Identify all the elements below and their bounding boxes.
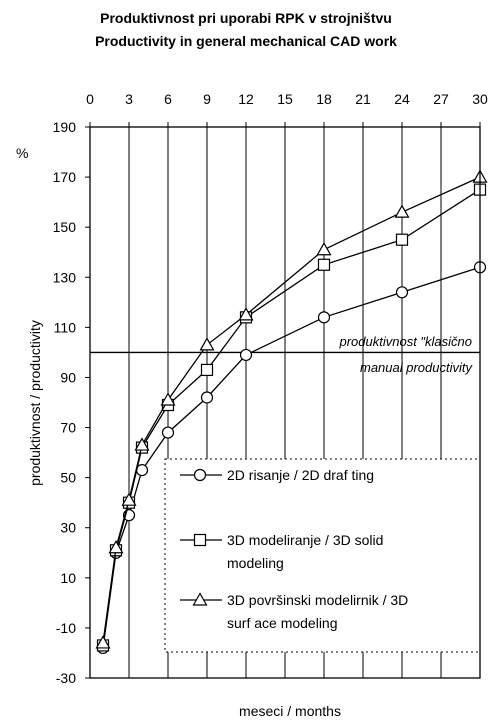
x-tick-label-3: 3 (125, 91, 133, 107)
series-2-point-24 (395, 233, 409, 246)
series-3-point-12 (238, 307, 254, 321)
series-3-point-18 (316, 242, 332, 256)
y-tick-label-70: 70 (60, 420, 76, 436)
x-tick-label-30: 30 (472, 91, 488, 107)
series-2-point-9 (200, 363, 214, 377)
y-tick-label--10: -10 (56, 620, 76, 636)
reference-label-line1: produktivnost "klasično (338, 334, 472, 349)
legend: 2D risanje / 2D draf ting 3D modeliranje … (164, 458, 481, 653)
series-3-point-3 (121, 492, 137, 506)
series-3-point-9 (199, 337, 215, 351)
legend-marker-3 (192, 592, 208, 606)
legend-marker-2 (193, 533, 207, 547)
series-3-point-24 (394, 204, 410, 218)
y-tick-label-10: 10 (60, 570, 76, 586)
y-tick-label-110: 110 (54, 319, 77, 335)
legend-label-2-line1: 3D modeliranje / 3D solid (227, 532, 383, 548)
x-tick-label-18: 18 (316, 91, 332, 107)
y-tick-label-90: 90 (60, 369, 76, 385)
series-1-point-9 (200, 391, 214, 404)
legend-label-3-line2: surf ace modeling (227, 615, 338, 631)
x-tick-label-24: 24 (394, 91, 410, 107)
series-1-point-24 (395, 286, 409, 299)
x-tick-label-0: 0 (86, 91, 94, 107)
series-2-line (102, 189, 481, 646)
series-1-point-6 (161, 426, 175, 439)
legend-label-2-line2: modeling (227, 555, 284, 571)
series-3-point-1 (95, 635, 111, 649)
series-3-point-4 (134, 437, 150, 451)
x-tick-label-9: 9 (203, 91, 211, 107)
x-tick-labels: 0 3 6 9 12 15 18 21 24 27 30 (86, 91, 488, 107)
y-tick-label-190: 190 (53, 119, 77, 135)
chart-subtitle: Productivity in general mechanical CAD w… (95, 33, 397, 49)
series-1-point-18 (317, 311, 331, 324)
series-3-line (102, 176, 481, 643)
series-1-point-12 (239, 348, 253, 362)
legend-label-1-line1: 2D risanje / 2D draf ting (227, 467, 374, 483)
plot-area-border (89, 126, 481, 679)
y-axis-label: produktivnost / productivity (27, 320, 43, 486)
y-tick-label-130: 130 (53, 269, 77, 285)
y-tick-label-30: 30 (60, 520, 76, 536)
y-tick-label-150: 150 (53, 219, 77, 235)
legend-marker-1 (193, 468, 207, 482)
legend-box (164, 458, 481, 653)
series-2-point-18 (317, 258, 331, 271)
chart-title: Produktivnost pri uporabi RPK v strojniš… (100, 10, 392, 26)
x-tick-label-6: 6 (164, 91, 172, 107)
series-3 (95, 169, 488, 649)
x-tick-label-15: 15 (277, 91, 293, 107)
x-tick-label-12: 12 (238, 91, 254, 107)
y-tick-label-170: 170 (53, 169, 77, 185)
series-layer (95, 169, 488, 655)
y-tick-labels: -30 -10 10 30 50 70 90 110 130 150 170 190 (53, 119, 77, 686)
reference-label-line2: manual productivity (360, 360, 473, 375)
x-tick-label-21: 21 (355, 91, 371, 107)
series-3-point-6 (160, 392, 176, 406)
series-1-line (102, 266, 481, 648)
y-tick-label-50: 50 (60, 470, 76, 486)
x-axis-label: meseci / months (239, 703, 341, 719)
x-tick-label-27: 27 (433, 91, 449, 107)
legend-label-3-line1: 3D površinski modelirnik / 3D (227, 592, 408, 608)
series-3-point-2 (108, 540, 124, 554)
y-unit-label: % (16, 145, 28, 161)
y-tick-label--30: -30 (56, 670, 76, 686)
